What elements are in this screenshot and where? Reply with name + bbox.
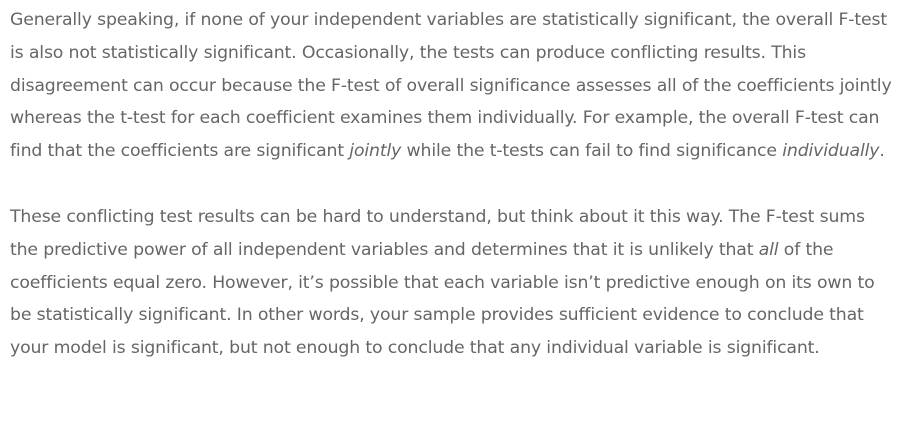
- paragraph-1-text-2: while the t-tests can fail to find signi…: [401, 141, 783, 162]
- paragraph-1-text-1: Generally speaking, if none of your inde…: [10, 10, 892, 162]
- article-body: Generally speaking, if none of your inde…: [10, 4, 892, 365]
- emphasis-individually: individually: [782, 141, 880, 162]
- emphasis-jointly: jointly: [349, 141, 402, 162]
- emphasis-all: all: [758, 239, 779, 260]
- paragraph-2-text-1: These conflicting test results can be ha…: [10, 206, 865, 260]
- paragraph-1: Generally speaking, if none of your inde…: [10, 4, 892, 168]
- paragraph-1-text-3: .: [879, 141, 885, 162]
- paragraph-2-text-2: of the coefficients equal zero. However,…: [10, 239, 875, 359]
- paragraph-2: These conflicting test results can be ha…: [10, 201, 892, 365]
